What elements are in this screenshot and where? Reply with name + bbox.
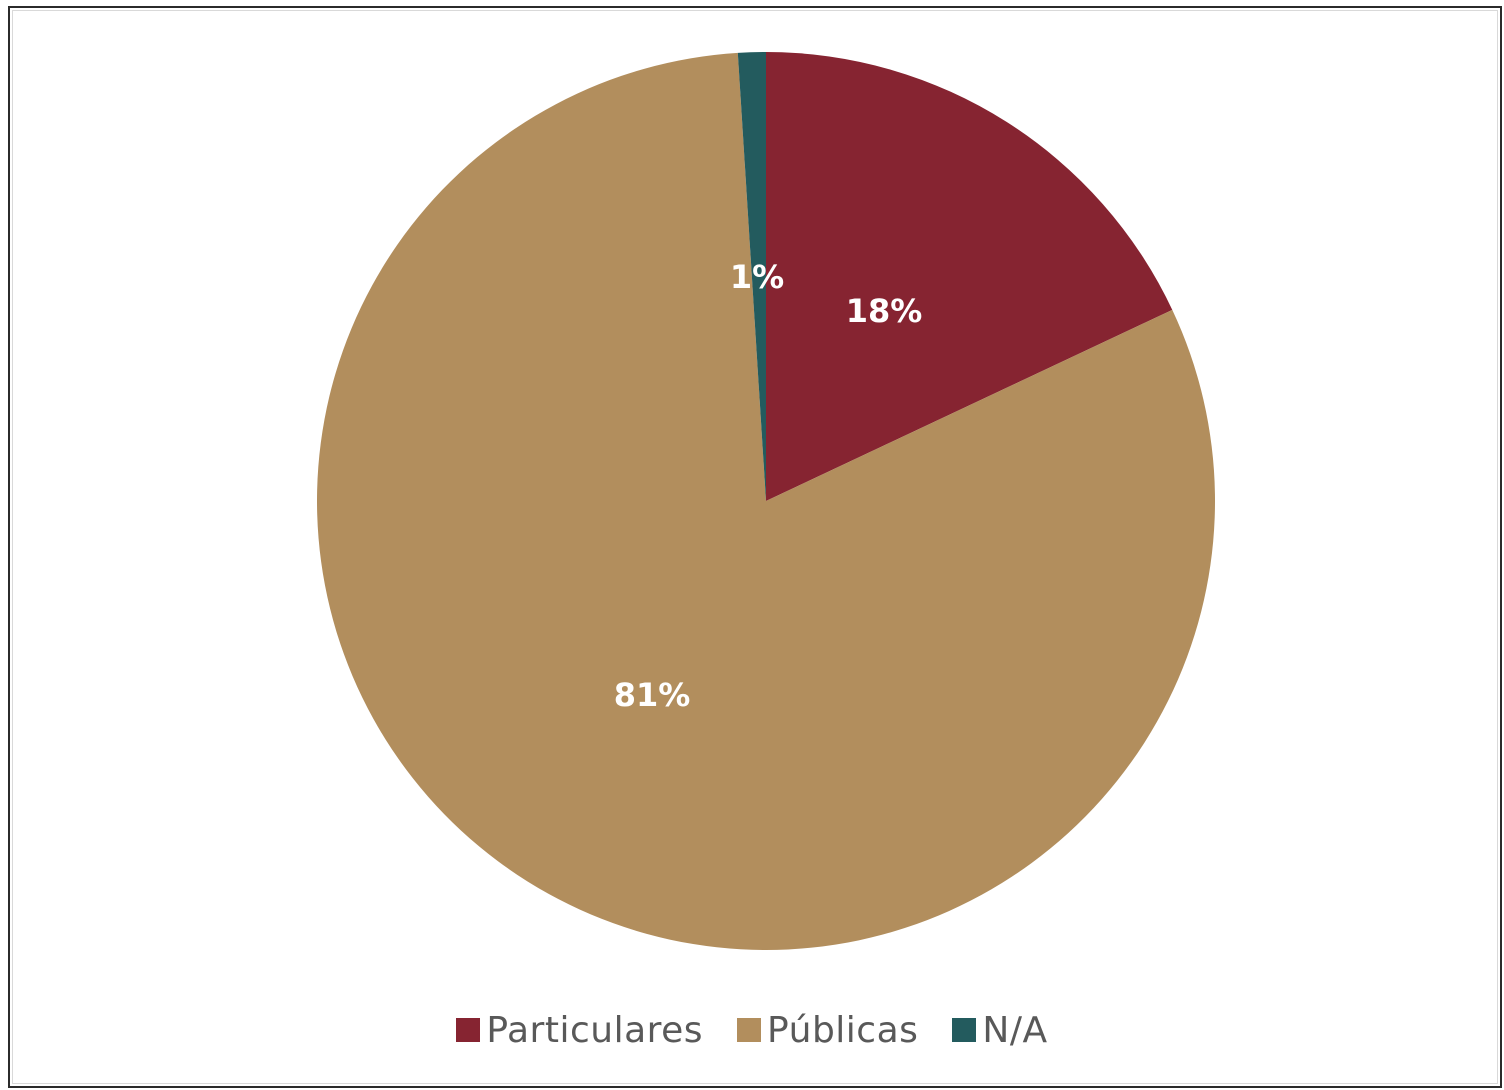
legend-label: N/A (982, 1009, 1048, 1051)
legend-swatch (456, 1018, 481, 1042)
legend-swatch (737, 1018, 762, 1042)
legend-item-p-blicas: Públicas (737, 1010, 918, 1051)
legend-item-particulares: Particulares (456, 1010, 703, 1051)
data-label-particulares: 18% (846, 292, 923, 330)
data-label-p-blicas: 81% (614, 676, 691, 714)
pie-slice-n-a (737, 52, 766, 501)
data-label-n-a: 1% (730, 258, 784, 296)
pie-slice-particulares (766, 52, 1173, 501)
legend-label: Públicas (767, 1009, 919, 1051)
legend: Particulares Públicas N/A (0, 1004, 1504, 1056)
legend-item-n-a: N/A (952, 1010, 1047, 1051)
pie-slice-p-blicas (317, 52, 1216, 951)
legend-label: Particulares (486, 1009, 704, 1051)
pie-slices (317, 52, 1216, 951)
legend-swatch (952, 1018, 977, 1042)
pie-data-labels: 18% 81% 1% (614, 258, 923, 714)
